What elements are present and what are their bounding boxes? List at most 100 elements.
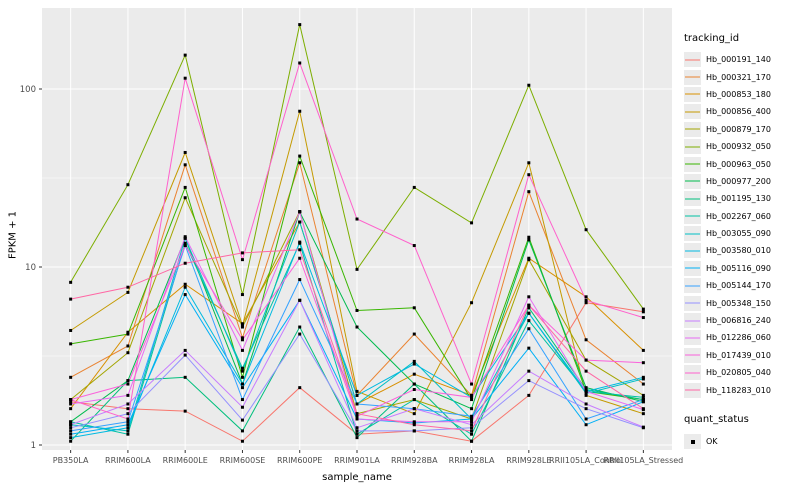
legend-key-line-icon: [684, 313, 701, 329]
legend-key-line-icon: [684, 52, 701, 68]
legend-key-line-icon: [684, 330, 701, 346]
legend-item-Hb_000977_200: Hb_000977_200: [684, 173, 798, 190]
data-point: [183, 241, 187, 245]
data-point: [126, 351, 130, 355]
legend-item-label: Hb_005144_170: [706, 281, 771, 291]
data-point: [584, 295, 588, 299]
data-point: [183, 285, 187, 289]
data-point: [641, 395, 645, 399]
data-point: [126, 332, 130, 336]
legend-item-Hb_012286_060: Hb_012286_060: [684, 329, 798, 346]
data-point: [298, 386, 302, 390]
data-point: [412, 185, 416, 189]
data-point: [126, 330, 130, 334]
data-point: [527, 311, 531, 315]
data-point: [240, 382, 244, 386]
data-point: [355, 417, 359, 421]
data-point: [298, 240, 302, 244]
data-point: [641, 425, 645, 429]
legend-item-quant-ok: OK: [684, 433, 798, 450]
legend-item-label: Hb_000853_180: [706, 89, 771, 99]
data-point: [470, 423, 474, 427]
legend-item-label: Hb_000977_200: [706, 176, 771, 186]
data-point: [641, 310, 645, 314]
data-point: [470, 426, 474, 430]
legend-item-Hb_001195_130: Hb_001195_130: [684, 190, 798, 207]
legend-item-label: Hb_000963_050: [706, 159, 771, 169]
data-point: [355, 393, 359, 397]
legend-item-label: OK: [706, 437, 718, 446]
data-point: [240, 398, 244, 402]
data-point: [584, 402, 588, 406]
data-point: [183, 261, 187, 265]
data-point: [470, 382, 474, 386]
data-point: [584, 391, 588, 395]
data-point: [183, 282, 187, 286]
data-point: [240, 322, 244, 326]
data-point: [183, 409, 187, 413]
legend-item-Hb_020805_040: Hb_020805_040: [684, 364, 798, 381]
data-point: [527, 295, 531, 299]
data-point: [298, 23, 302, 27]
data-point: [470, 398, 474, 402]
data-point: [584, 389, 588, 393]
data-point: [584, 369, 588, 373]
data-point: [470, 420, 474, 424]
y-tick-label: 1: [31, 441, 36, 451]
data-point: [641, 412, 645, 416]
data-point: [412, 244, 416, 248]
data-point: [69, 429, 73, 433]
data-point: [183, 196, 187, 200]
data-point: [527, 161, 531, 165]
legend-item-Hb_017439_010: Hb_017439_010: [684, 347, 798, 364]
data-point: [126, 423, 130, 427]
data-point: [470, 417, 474, 421]
legend-panel: tracking_id Hb_000191_140 Hb_000321_170 Hb…: [684, 33, 798, 450]
legend-item-label: Hb_012286_060: [706, 333, 771, 343]
data-point: [126, 417, 130, 421]
legend-key-line-icon: [684, 139, 701, 155]
data-point: [126, 420, 130, 424]
data-point: [412, 407, 416, 411]
data-point: [641, 400, 645, 404]
data-point: [584, 338, 588, 342]
data-point: [584, 358, 588, 362]
data-point: [412, 382, 416, 386]
data-point: [126, 426, 130, 430]
data-point: [412, 398, 416, 402]
data-point: [641, 377, 645, 381]
legend-key-line-icon: [684, 156, 701, 172]
legend-key-line-icon: [684, 191, 701, 207]
legend-item-label: Hb_000856_400: [706, 107, 771, 117]
legend-key-line-icon: [684, 365, 701, 381]
data-point: [69, 402, 73, 406]
data-point: [240, 293, 244, 297]
data-point: [412, 429, 416, 433]
legend-item-label: Hb_001195_130: [706, 194, 771, 204]
data-point: [355, 412, 359, 416]
data-point: [527, 369, 531, 373]
data-point: [240, 375, 244, 379]
data-point: [527, 327, 531, 331]
data-point: [69, 398, 73, 402]
data-point: [470, 221, 474, 225]
data-point: [355, 436, 359, 440]
data-point: [584, 386, 588, 390]
legend-item-label: Hb_002267_060: [706, 211, 771, 221]
legend-key-line-icon: [684, 104, 701, 120]
legend-item-Hb_003580_010: Hb_003580_010: [684, 242, 798, 259]
legend-key-line-icon: [684, 295, 701, 311]
data-point: [183, 163, 187, 167]
data-point: [584, 228, 588, 232]
data-point: [641, 398, 645, 402]
data-point: [240, 418, 244, 422]
data-point: [412, 359, 416, 363]
legend-item-label: Hb_000191_140: [706, 55, 771, 65]
data-point: [412, 362, 416, 366]
data-point: [527, 319, 531, 323]
data-point: [470, 301, 474, 305]
data-point: [69, 328, 73, 332]
legend-item-label: Hb_017439_010: [706, 350, 771, 360]
legend-item-label: Hb_005348_150: [706, 298, 771, 308]
